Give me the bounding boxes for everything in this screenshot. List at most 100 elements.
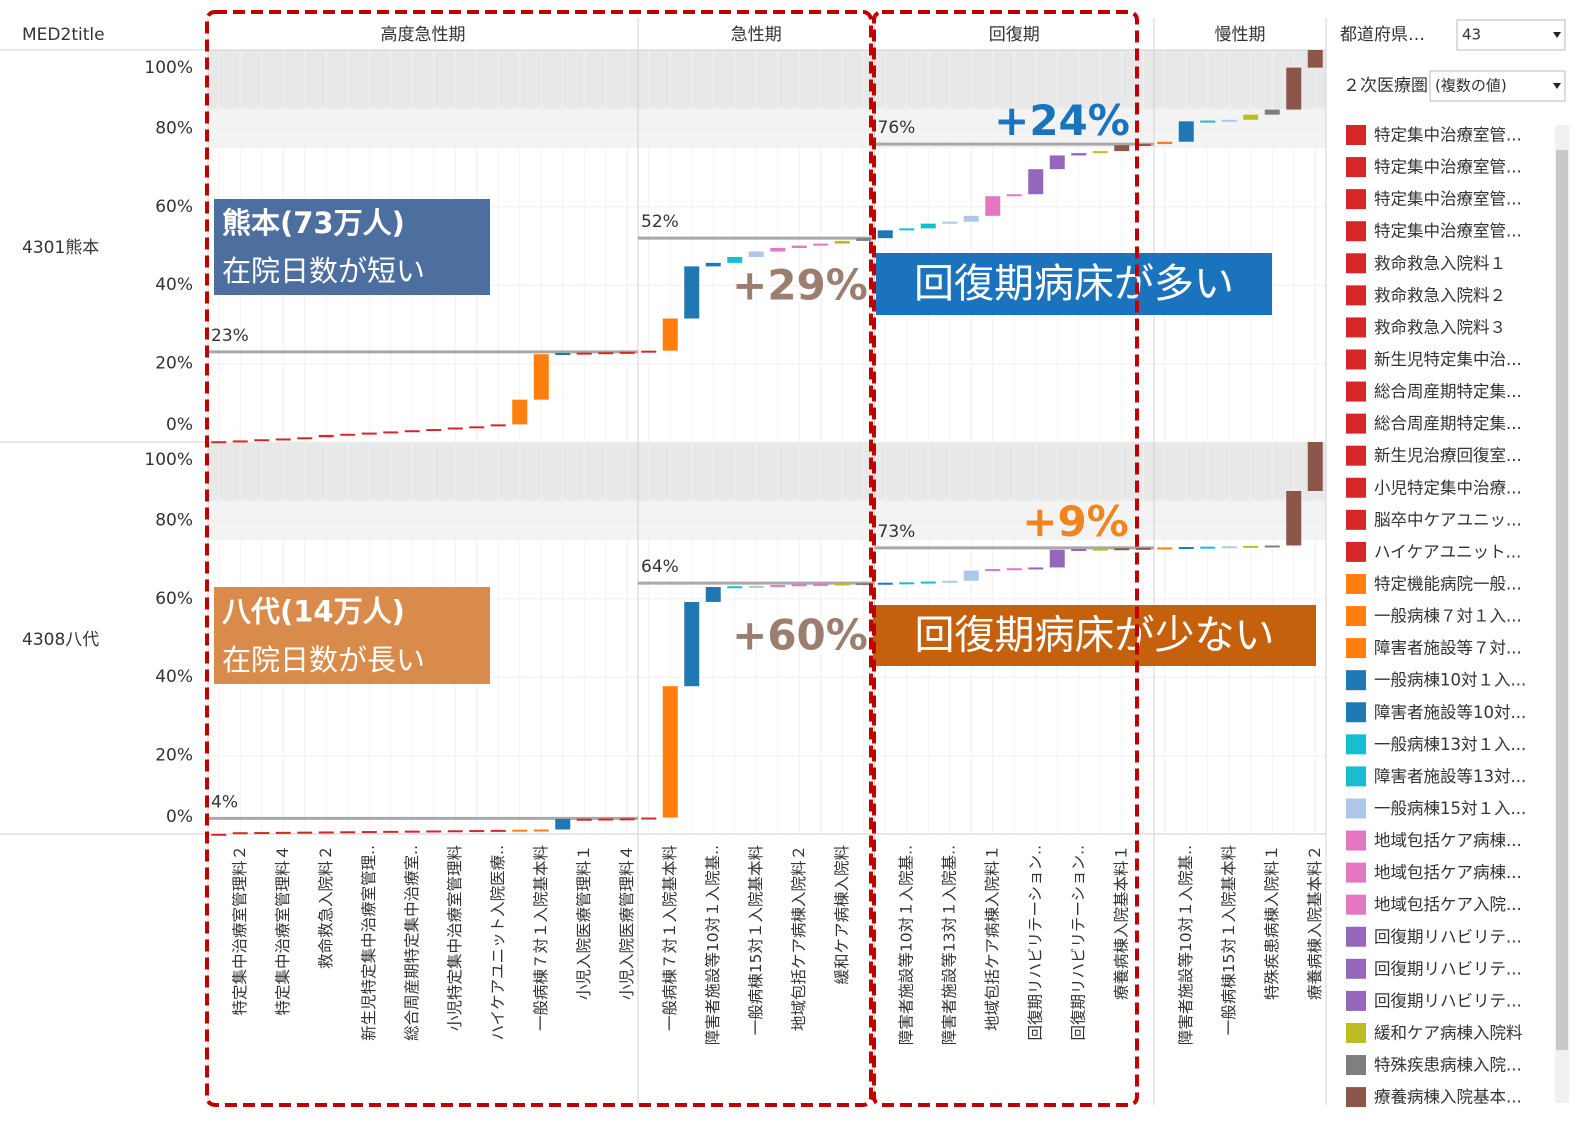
annotation-box [214,587,490,684]
bar [920,223,936,229]
y-tick-label: 60% [155,197,193,217]
bar [1178,547,1194,550]
bar [856,238,872,241]
bar [1028,567,1044,570]
annotation-text: +24% [994,96,1130,145]
reference-label: 23% [211,326,249,346]
legend-swatch [1346,798,1366,819]
y-tick-label: 0% [166,415,193,435]
bar [1286,67,1302,110]
y-tick-label: 100% [144,450,193,470]
x-tick-label: 特定集中治療室管理料２ [231,845,249,1016]
x-tick-label: 一般病棟７対１入院基本料 [660,845,679,1031]
x-tick-label: 療養病棟入院基本料２ [1305,845,1324,1000]
legend-swatch [1346,670,1366,691]
bar [834,240,850,244]
legend-label: 特定集中治療室管... [1374,158,1522,177]
bar [791,245,807,248]
scrollbar-thumb[interactable] [1556,150,1568,1050]
bar [813,583,829,586]
legend-swatch [1346,958,1366,979]
y-tick-label: 20% [155,746,193,766]
legend-label: 特殊疾患病棟入院... [1374,1056,1522,1075]
bar [619,818,635,821]
legend-label: 救命救急入院料３ [1374,318,1506,337]
bar [1114,145,1130,152]
bar [942,221,958,224]
legend-label: 新生児治療回復室... [1374,446,1522,465]
background-layer [0,18,1327,1105]
x-tick-label: 特定集中治療室管理料４ [274,845,292,1016]
bar [770,585,786,588]
bar [447,427,463,430]
legend-swatch [1346,638,1366,659]
legend-label: 地域包括ケア入院... [1374,895,1522,914]
bar [1178,121,1194,142]
x-tick-label: 特殊疾患病棟入院料１ [1262,845,1281,1000]
legend-swatch [1346,509,1366,530]
bar [1049,155,1065,170]
x-tick-label: 回復期リハビリテーション.. [1069,845,1087,1041]
highlight-frame [872,10,1139,1107]
bar [211,833,227,836]
highlight-frame [205,10,873,1107]
column-header: 急性期 [731,25,782,45]
x-tick-label: 一般病棟15対１入院基本料 [746,845,765,1035]
legend-label: 総合周産期特定集... [1374,382,1522,401]
y-tick-label: 80% [155,118,193,138]
bar [1307,442,1323,491]
annotation-box [876,253,1272,315]
bar [490,829,506,832]
bar [662,686,678,818]
legend-label: 特定機能病院一般... [1374,574,1522,593]
bar [727,586,743,589]
x-tick-label: 小児入院医療管理料４ [617,845,636,1000]
legend-swatch [1346,1055,1366,1076]
legend-swatch [1346,766,1366,787]
bar [383,830,399,833]
annotation-box [873,605,1316,666]
reference-label: 4% [211,792,238,812]
legend-swatch [1346,349,1366,370]
x-tick-label: 地域包括ケア病棟入院料１ [982,845,1001,1031]
legend-label: 一般病棟10対１入... [1374,671,1526,690]
legend-swatch [1346,926,1366,947]
legend-swatch [1346,990,1366,1011]
y-tick-label: 0% [166,807,193,827]
bar [727,256,743,263]
bar [340,831,356,834]
bar [361,432,377,435]
row-header: MED2title [22,25,105,45]
annotation-text: +29% [732,261,868,310]
bar [555,353,571,356]
bar [361,831,377,834]
legend-swatch [1346,1022,1366,1043]
bar [383,431,399,434]
dropdown-arrow[interactable] [1553,83,1561,89]
bar [533,354,549,400]
filter-box[interactable] [1456,19,1566,51]
bar [641,350,657,353]
bar [447,830,463,833]
bar [211,441,227,444]
bar [920,581,936,584]
x-tick-label: 緩和ケア病棟入院料 [832,845,851,985]
legend-swatch [1346,477,1366,498]
column-header: 回復期 [989,25,1040,45]
legend-label: 回復期リハビリテ... [1374,991,1522,1010]
annotation-text: 熊本(73万人) [222,206,405,240]
filter-box[interactable] [1429,70,1566,102]
filter-label: ２次医療圏 [1343,76,1428,96]
bar [1200,546,1216,549]
dropdown-arrow[interactable] [1553,32,1561,38]
bar [899,228,915,231]
x-tick-label: 障害者施設等10対１入院基.. [703,845,722,1045]
x-tick-label: 障害者施設等10対１入院基.. [896,845,915,1045]
bar [318,434,334,438]
legend-swatch [1346,317,1366,338]
bar [1307,50,1323,68]
bar [1049,549,1065,568]
bar [963,215,979,222]
bar [662,318,678,351]
x-tick-label: 一般病棟７対１入院基本料 [531,845,550,1031]
